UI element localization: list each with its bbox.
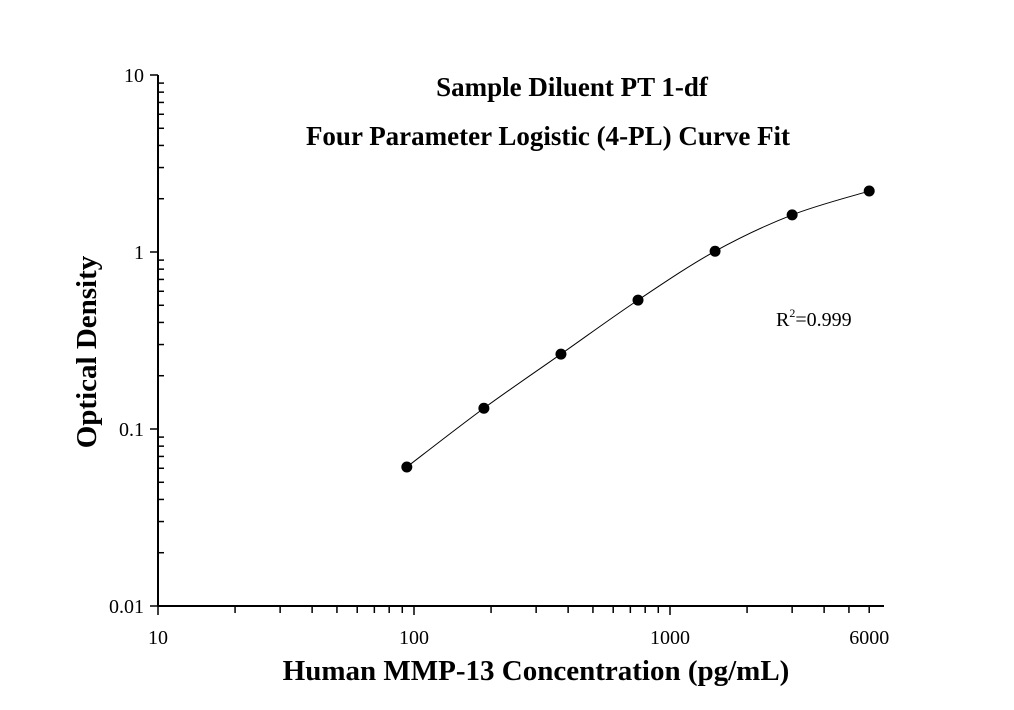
x-tick-label: 6000 (849, 627, 889, 649)
r-squared-annotation: R2=0.999 (776, 306, 852, 331)
axes (157, 75, 884, 607)
x-tick-label: 100 (399, 627, 429, 649)
y-tick-label: 0.01 (109, 596, 144, 618)
y-tick-label: 10 (124, 65, 144, 87)
data-point (709, 245, 721, 257)
y-axis-label: Optical Density (71, 255, 103, 448)
data-point (863, 185, 875, 197)
y-tick-label: 0.1 (119, 419, 144, 441)
r-squared-sup: 2 (789, 306, 795, 320)
chart-subtitle: Four Parameter Logistic (4-PL) Curve Fit (306, 121, 790, 151)
x-tick-label: 10 (148, 627, 168, 649)
y-tick-label: 1 (134, 242, 144, 264)
x-axis-label: Human MMP-13 Concentration (pg/mL) (283, 655, 790, 687)
ticks: 10 100 1000 6000 0.01 0.1 1 10 (109, 65, 889, 649)
data-points (401, 185, 875, 473)
r-squared-value: =0.999 (795, 309, 851, 331)
data-point (632, 294, 644, 306)
chart-title: Sample Diluent PT 1-df (436, 72, 709, 102)
data-point (401, 461, 413, 473)
data-point (555, 348, 567, 360)
data-point (478, 402, 490, 414)
data-point (786, 209, 798, 221)
x-tick-label: 1000 (650, 627, 690, 649)
r-squared-base: R (776, 309, 790, 331)
